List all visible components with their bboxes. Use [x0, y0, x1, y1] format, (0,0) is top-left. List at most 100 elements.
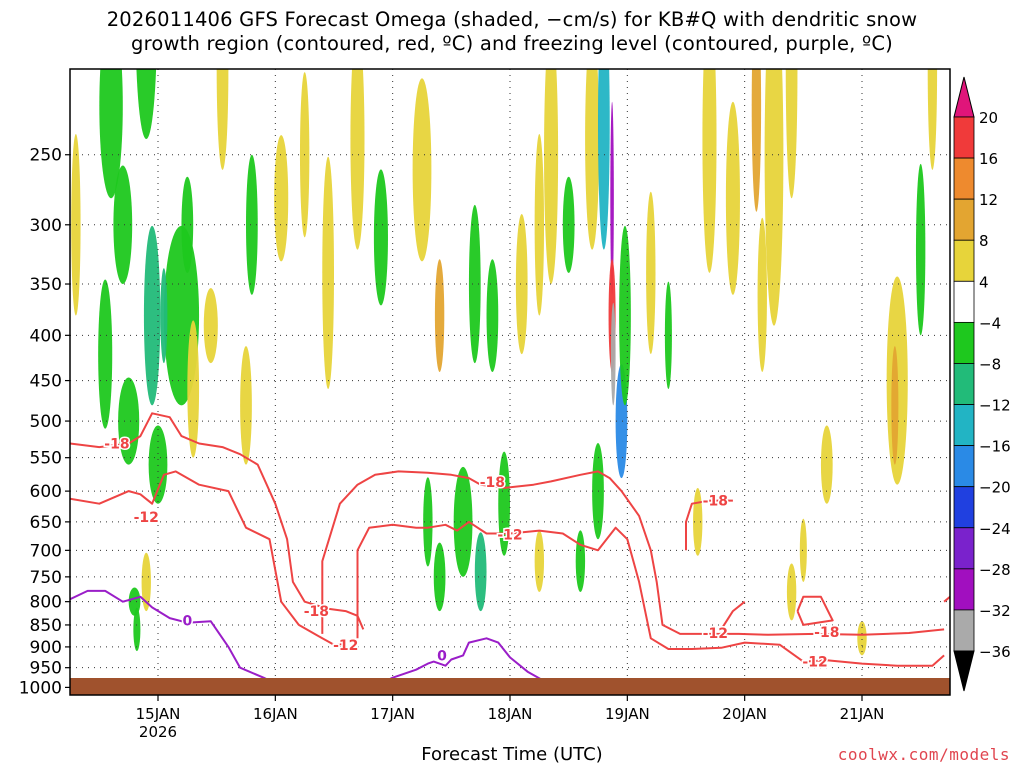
omega-shade-cell [423, 477, 433, 567]
x-tick-label: 17JAN [370, 705, 415, 723]
colorbar-label: −24 [979, 520, 1011, 538]
contour-label-red: -12 [497, 528, 522, 544]
omega-shade-cell [143, 225, 161, 406]
contour-line [368, 637, 558, 691]
contour-line [685, 499, 733, 551]
colorbar-swatch [953, 198, 975, 241]
terrain-ground [70, 678, 950, 695]
x-tick-label: 16JAN [253, 705, 298, 723]
contour-label-red: -12 [134, 510, 159, 526]
omega-shade-cell [350, 69, 365, 250]
colorbar-swatch [953, 116, 975, 159]
omega-shade-cell [664, 281, 672, 390]
omega-shade-cell [786, 563, 797, 621]
contour-line [321, 470, 945, 636]
omega-shade-cell [486, 259, 499, 372]
omega-shade-cell [619, 225, 631, 406]
omega-shade-cell [322, 156, 334, 390]
colorbar-top-arrow [953, 76, 975, 118]
watermark: coolwx.com/models [837, 745, 1010, 764]
omega-shade-cell [585, 69, 600, 250]
omega-shade-cell [891, 346, 899, 465]
colorbar-swatch [953, 157, 975, 200]
omega-shade-cell [534, 133, 545, 316]
contour-label-red: -12 [333, 638, 358, 654]
grid-lines [70, 69, 950, 695]
omega-shade-cell [927, 69, 938, 170]
pressure-axis: 2503003504004505005506006507007508008509… [19, 146, 70, 698]
colorbar-swatch [953, 527, 975, 570]
omega-shade-cell [610, 302, 616, 406]
x-tick-label: 21JAN [840, 705, 885, 723]
omega-shade-cell [799, 518, 807, 582]
omega-shade-cell [216, 69, 229, 170]
colorbar-label: −32 [979, 602, 1011, 620]
x-axis-label: Forecast Time (UTC) [421, 744, 603, 765]
y-tick-label: 350 [30, 275, 62, 295]
omega-shade-cell [187, 320, 200, 458]
omega-shade-cell [702, 69, 717, 273]
contour-label-red: -18 [814, 625, 839, 641]
x-tick-label: 19JAN [605, 705, 650, 723]
omega-shade-cell [764, 69, 784, 326]
omega-shade-cell [246, 154, 258, 295]
omega-shade-cell [148, 425, 168, 504]
omega-shade-cell [785, 69, 798, 199]
contour-label-red: -18 [104, 436, 129, 452]
colorbar-swatch [953, 280, 975, 323]
omega-shade-cell [544, 69, 559, 284]
colorbar-label: 16 [979, 150, 998, 168]
omega-shade-cell [133, 607, 141, 652]
contour-line [356, 520, 945, 667]
y-tick-label: 800 [30, 593, 62, 613]
contour-line [943, 596, 950, 603]
omega-shade-cell [434, 259, 445, 372]
colorbar-label: 12 [979, 191, 998, 209]
x-tick-label: 18JAN [488, 705, 533, 723]
omega-shade-cell [693, 487, 703, 556]
colorbar-label: −16 [979, 438, 1011, 456]
colorbar-label: −12 [979, 397, 1011, 415]
contour-line [796, 595, 834, 626]
omega-shade-cell [725, 101, 740, 295]
omega-shade-cell [598, 69, 610, 250]
omega-shade-cell [113, 165, 133, 285]
chart-title-line2: growth region (contoured, red, ºC) and f… [131, 32, 893, 55]
omega-shade-cell [646, 191, 656, 355]
omega-shade-cell [468, 204, 481, 364]
y-tick-label: 1000 [19, 678, 62, 698]
omega-shade-cell [160, 268, 168, 364]
omega-shade-cell [274, 135, 289, 262]
contour-line [70, 589, 276, 685]
y-tick-label: 250 [30, 146, 62, 166]
omega-shade-cell [453, 466, 473, 577]
colorbar-swatch [953, 363, 975, 405]
omega-shade-cell [751, 69, 762, 212]
y-tick-label: 500 [30, 412, 62, 432]
y-tick-label: 550 [30, 449, 62, 469]
contour-label-purple: 0 [437, 648, 447, 664]
omega-shade-cell [240, 346, 252, 465]
contour-line [720, 600, 746, 630]
omega-shade-cell [98, 279, 113, 429]
omega-shade-cell [515, 213, 528, 355]
omega-shading [71, 69, 938, 656]
y-tick-label: 700 [30, 541, 62, 561]
contour-label-red: -12 [802, 655, 827, 671]
omega-shade-cell [610, 101, 614, 295]
colorbar-label: −8 [979, 355, 1001, 373]
colorbar-swatch [953, 445, 975, 488]
colorbar-label: 20 [979, 109, 998, 127]
y-tick-label: 450 [30, 372, 62, 392]
omega-shade-cell [141, 552, 151, 612]
y-tick-label: 300 [30, 216, 62, 236]
contour-label-red: -18 [703, 494, 728, 510]
omega-shade-cell [99, 69, 123, 199]
y-tick-label: 650 [30, 513, 62, 533]
x-tick-label: 15JAN [136, 705, 181, 723]
contour-label-purple: 0 [182, 613, 192, 629]
y-tick-label: 750 [30, 568, 62, 588]
y-tick-label: 950 [30, 659, 62, 679]
colorbar-swatch [953, 609, 975, 652]
